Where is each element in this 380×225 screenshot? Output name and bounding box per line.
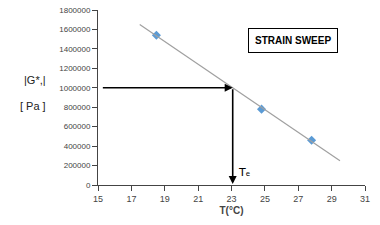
svg-text:1400000: 1400000 <box>59 45 91 54</box>
svg-text:29: 29 <box>327 194 337 204</box>
svg-text:|G*,|: |G*,| <box>24 74 46 86</box>
svg-text:15: 15 <box>93 194 103 204</box>
svg-text:1600000: 1600000 <box>59 25 91 34</box>
svg-text:800000: 800000 <box>64 103 91 112</box>
svg-text:25: 25 <box>260 194 270 204</box>
svg-text:[ Pa ]: [ Pa ] <box>20 100 46 112</box>
svg-text:1800000: 1800000 <box>59 6 91 15</box>
svg-text:0: 0 <box>86 181 91 190</box>
svg-text:23: 23 <box>226 194 236 204</box>
svg-text:31: 31 <box>360 194 370 204</box>
svg-text:1000000: 1000000 <box>59 84 91 93</box>
svg-text:T(°C): T(°C) <box>220 205 244 216</box>
svg-text:STRAIN SWEEP: STRAIN SWEEP <box>255 35 331 46</box>
svg-text:17: 17 <box>126 194 136 204</box>
svg-text:600000: 600000 <box>64 122 91 131</box>
svg-text:21: 21 <box>193 194 203 204</box>
svg-text:1200000: 1200000 <box>59 64 91 73</box>
svg-text:27: 27 <box>293 194 303 204</box>
svg-text:19: 19 <box>160 194 170 204</box>
svg-text:400000: 400000 <box>64 142 91 151</box>
svg-text:Tₑ: Tₑ <box>238 166 250 179</box>
svg-text:200000: 200000 <box>64 161 91 170</box>
